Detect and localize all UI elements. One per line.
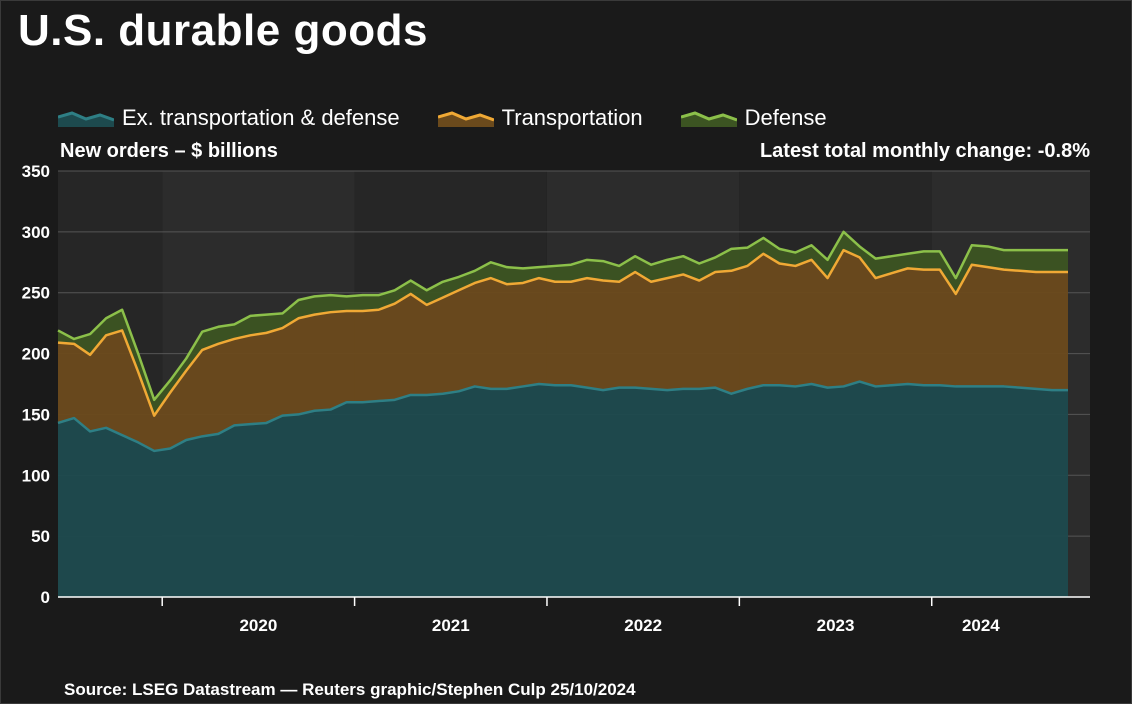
legend-swatch-transportation xyxy=(437,111,494,127)
y-tick-label: 100 xyxy=(22,466,50,485)
y-tick-label: 200 xyxy=(22,345,50,364)
y-tick-label: 300 xyxy=(22,223,50,242)
legend-item-defense: Defense xyxy=(680,105,827,131)
x-tick-label: 2023 xyxy=(817,616,855,635)
line-transportation xyxy=(57,248,1068,417)
area-ex-transport xyxy=(58,381,1068,597)
y-tick-label: 250 xyxy=(22,284,50,303)
area-defense xyxy=(58,231,1068,416)
latest-change-subtitle: Latest total monthly change: -0.8% xyxy=(759,140,1090,162)
legend-swatch-defense xyxy=(680,111,737,127)
legend: Ex. transportation & defense Transportat… xyxy=(58,104,865,132)
legend-item-ex-transport: Ex. transportation & defense xyxy=(58,105,400,131)
y-tick-label: 50 xyxy=(31,527,50,546)
x-tick-label: 2020 xyxy=(239,616,277,635)
area-transportation xyxy=(58,250,1068,451)
legend-swatch-ex-transport xyxy=(58,111,114,127)
legend-label-defense: Defense xyxy=(744,105,827,130)
line-ex-transport xyxy=(57,380,1068,453)
y-tick-label: 150 xyxy=(22,405,50,424)
chart-title: U.S. durable goods xyxy=(18,6,428,55)
x-tick-label: 2021 xyxy=(432,616,470,635)
legend-label-transportation: Transportation xyxy=(501,105,643,130)
y-tick-label: 0 xyxy=(41,588,50,607)
line-defense xyxy=(57,230,1068,402)
y-tick-label: 350 xyxy=(22,162,50,181)
units-subtitle: New orders – $ billions xyxy=(60,140,278,162)
x-tick-label: 2022 xyxy=(624,616,662,635)
x-tick-label: 2024 xyxy=(962,616,1000,635)
legend-item-transportation: Transportation xyxy=(437,105,643,131)
legend-label-ex-transport: Ex. transportation & defense xyxy=(122,105,400,130)
source-note: Source: LSEG Datastream — Reuters graphi… xyxy=(64,680,636,699)
